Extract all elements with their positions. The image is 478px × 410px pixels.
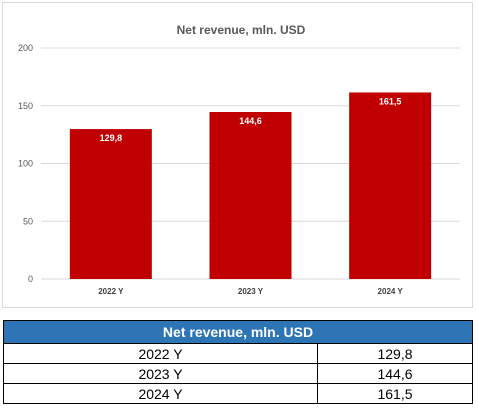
bar-value-label: 129,8 [100,133,123,143]
bar [69,129,152,279]
bar [209,111,292,279]
x-tick-label: 2023 Y [238,287,264,296]
x-tick-label: 2022 Y [98,287,124,296]
bar-value-label: 144,6 [239,116,262,126]
bar-value-label: 161,5 [379,96,402,106]
x-axis-ticks: 2022 Y 2023 Y 2024 Y [98,287,403,296]
y-tick-label: 0 [28,274,33,284]
table-cell-year: 2022 Y [3,343,318,364]
table-cell-value: 161,5 [317,383,473,404]
chart-title: Net revenue, mln. USD [177,23,306,37]
table-row: 2022 Y 129,8 [3,343,473,364]
table-cell-value: 129,8 [317,343,473,364]
table-row: 2023 Y 144,6 [3,363,473,384]
chart-container: Net revenue, mln. USD 0 50 100 150 200 129,8… [2,2,473,308]
y-tick-label: 100 [18,159,33,169]
table-cell-year: 2024 Y [3,383,318,404]
table-cell-value: 144,6 [317,363,473,384]
y-axis-ticks: 0 50 100 150 200 [18,43,33,284]
bars: 129,8 144,6 161,5 [69,92,432,279]
y-tick-label: 50 [23,216,33,226]
bar-chart: Net revenue, mln. USD 0 50 100 150 200 129,8… [18,23,460,296]
bar [349,92,432,279]
x-tick-label: 2024 Y [378,287,404,296]
table-header: Net revenue, mln. USD [3,320,473,344]
table-header-row: Net revenue, mln. USD [3,320,473,344]
y-tick-label: 200 [18,43,33,53]
table-row: 2024 Y 161,5 [3,383,473,404]
y-tick-label: 150 [18,101,33,111]
revenue-table: Net revenue, mln. USD 2022 Y 129,8 2023 … [3,320,473,404]
table-cell-year: 2023 Y [3,363,318,384]
